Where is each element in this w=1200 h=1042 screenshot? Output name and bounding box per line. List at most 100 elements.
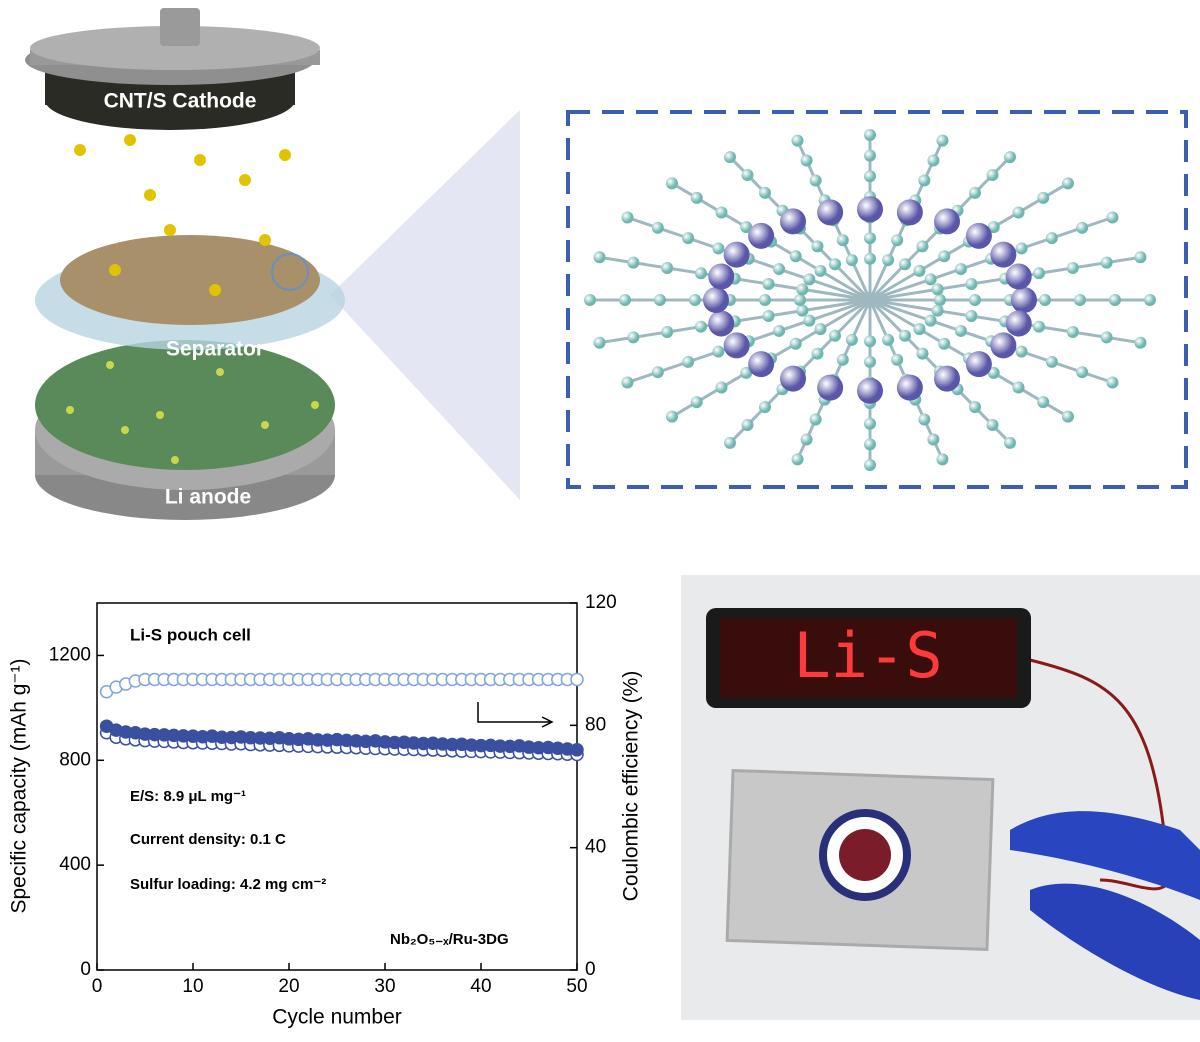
- atom: [829, 258, 841, 271]
- atom: [708, 310, 735, 337]
- axis-arrow: [477, 702, 554, 728]
- atom: [1144, 294, 1156, 306]
- atom: [891, 353, 904, 366]
- atom: [780, 208, 806, 235]
- atom: [924, 314, 937, 327]
- atom: [741, 168, 754, 181]
- atom: [987, 366, 1000, 379]
- atom: [621, 376, 634, 389]
- atom: [1109, 294, 1121, 306]
- atom: [969, 294, 981, 306]
- atom: [791, 134, 804, 147]
- atom: [748, 351, 775, 378]
- x-tick-label: 50: [566, 976, 587, 997]
- y-tick-label: 800: [59, 749, 91, 770]
- atom: [740, 366, 753, 379]
- atom: [1015, 242, 1028, 255]
- atom: [1134, 336, 1147, 349]
- atom: [1045, 232, 1058, 245]
- atom: [1033, 267, 1046, 280]
- atom: [916, 240, 929, 253]
- atom: [1061, 410, 1074, 423]
- atom: [918, 174, 931, 187]
- atom: [1004, 151, 1016, 164]
- atom: [1100, 256, 1113, 269]
- atom: [666, 410, 679, 423]
- atom: [803, 273, 816, 286]
- atom: [811, 347, 824, 360]
- x-axis-label: Cycle number: [272, 1006, 402, 1029]
- atom: [1012, 206, 1025, 219]
- atom: [690, 191, 703, 204]
- atom: [817, 199, 844, 226]
- atom: [990, 332, 1017, 359]
- atom: [803, 314, 816, 327]
- battery-schematic: CNT/S Cathode Separator Li anode: [25, 8, 520, 520]
- atom: [794, 294, 806, 306]
- y-tick-label: 0: [80, 959, 91, 980]
- atom: [954, 263, 967, 276]
- atom: [661, 261, 674, 274]
- atom: [1106, 376, 1119, 389]
- atom: [789, 337, 802, 350]
- atom: [918, 413, 931, 426]
- atom: [899, 258, 911, 271]
- atom: [864, 417, 876, 430]
- atom: [924, 273, 937, 286]
- y2-tick-label: 40: [585, 837, 606, 858]
- atom: [1061, 177, 1074, 190]
- atom: [938, 250, 951, 263]
- atom: [857, 377, 883, 404]
- atom: [762, 277, 775, 290]
- atom: [817, 374, 844, 401]
- data-point: [570, 743, 584, 757]
- photo: Li-S: [681, 575, 1200, 1020]
- atom: [811, 240, 824, 253]
- atom: [864, 170, 876, 183]
- structure-inset: [566, 110, 1188, 489]
- atom: [1066, 326, 1079, 339]
- atom: [694, 267, 707, 280]
- atom: [916, 347, 929, 360]
- atom: [913, 264, 926, 277]
- atom: [882, 254, 895, 267]
- anode-label: Li anode: [165, 486, 251, 509]
- y-axis-label: Specific capacity (mAh g⁻¹): [8, 659, 31, 914]
- atom: [965, 310, 978, 323]
- atom: [791, 453, 804, 466]
- atom: [619, 294, 631, 306]
- atom: [740, 221, 753, 234]
- atom: [780, 365, 806, 392]
- atom: [651, 221, 664, 234]
- atom: [759, 294, 771, 306]
- y2-tick-label: 0: [585, 959, 596, 980]
- atom: [724, 436, 736, 449]
- atom: [1100, 331, 1113, 344]
- atom: [836, 353, 849, 366]
- atom: [748, 222, 775, 249]
- atom: [1012, 381, 1025, 394]
- atom: [773, 263, 786, 276]
- atom: [936, 134, 949, 147]
- atom: [986, 168, 999, 181]
- atom: [864, 355, 876, 368]
- x-tick-label: 0: [92, 976, 103, 997]
- atom: [936, 453, 949, 466]
- atom: [934, 208, 960, 235]
- atom: [896, 374, 923, 401]
- atom: [891, 234, 904, 247]
- atom: [654, 294, 666, 306]
- atom: [896, 199, 923, 226]
- atom: [864, 459, 876, 471]
- atom: [796, 283, 809, 296]
- atom: [621, 211, 634, 224]
- atom: [723, 332, 750, 359]
- atom: [882, 333, 895, 346]
- atom: [864, 232, 876, 245]
- atom: [1076, 366, 1089, 379]
- atom: [965, 351, 992, 378]
- atom: [708, 263, 735, 290]
- atom: [814, 264, 827, 277]
- atom: [864, 129, 876, 141]
- atom: [931, 283, 944, 296]
